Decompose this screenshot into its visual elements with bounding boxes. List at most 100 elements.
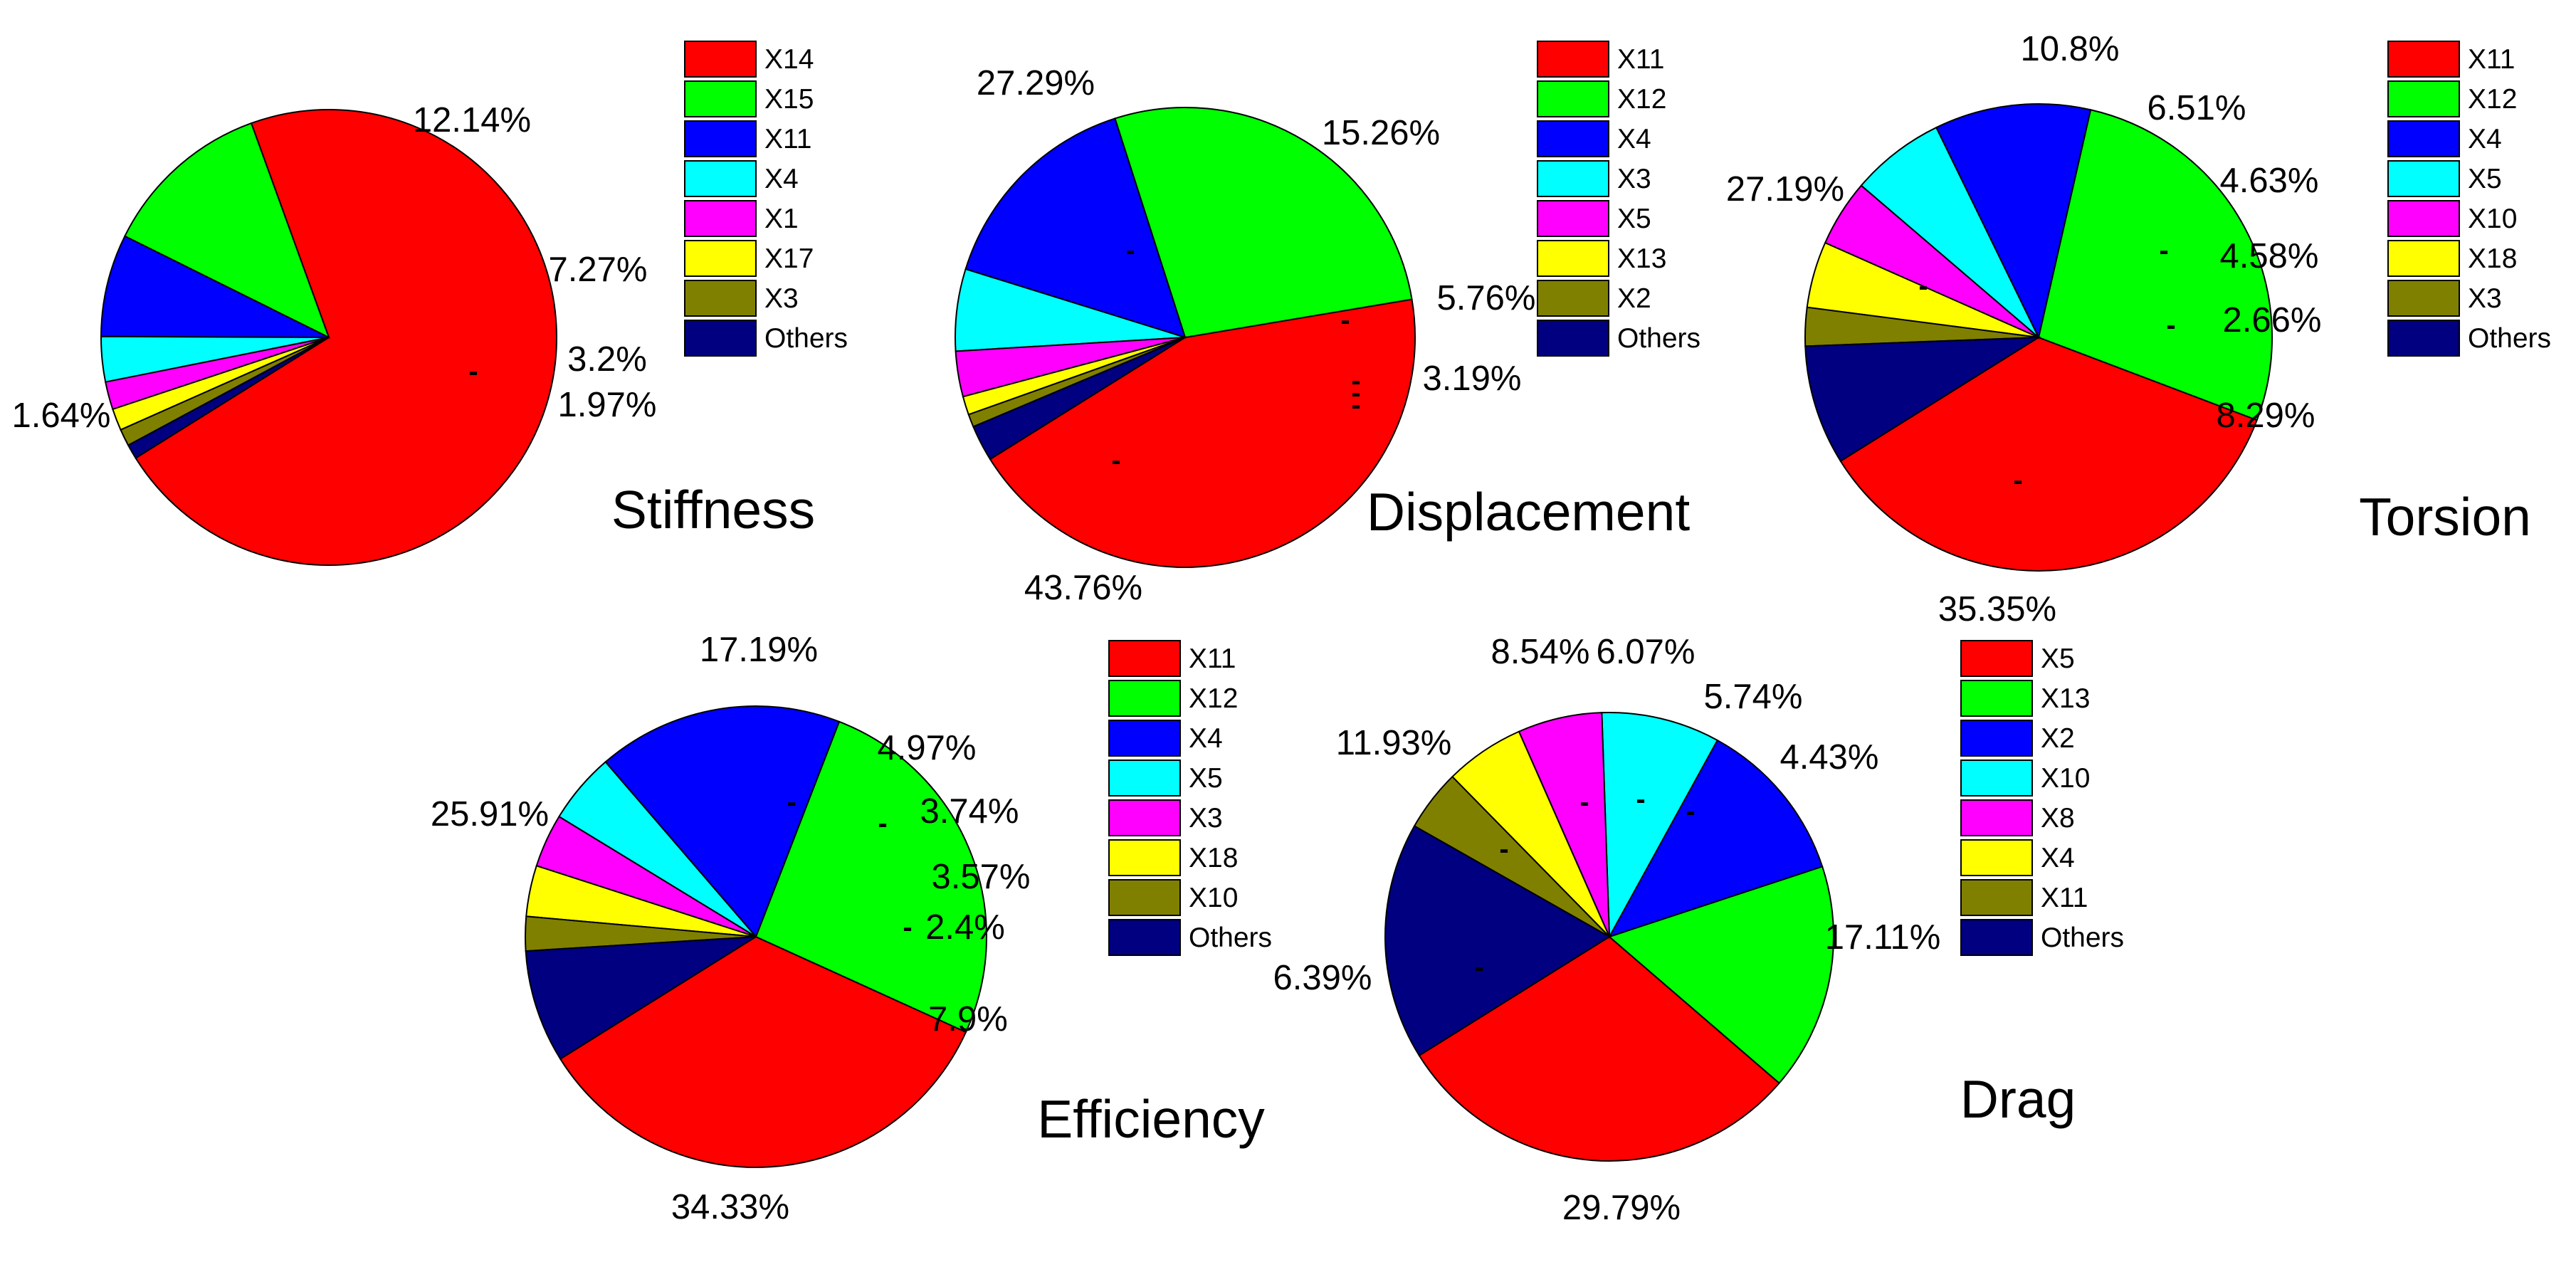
legend-label: X12 <box>2468 84 2517 115</box>
pie-percent-label: 1.64% <box>12 396 111 435</box>
pie-slice-x12 <box>1114 107 1413 339</box>
legend-label: X2 <box>1617 283 1651 314</box>
pie-percent-label: 12.14% <box>413 101 531 140</box>
legend-swatch <box>1108 680 1181 717</box>
legend-swatch <box>1537 320 1609 357</box>
pie-percent-label: 7.9% <box>928 1000 1008 1039</box>
pie-percent-label: 2.4% <box>925 908 1005 947</box>
pie-percent-label: 3.74% <box>920 792 1019 831</box>
pie-slice-x11 <box>100 235 330 338</box>
pie-slice-x8 <box>1518 712 1610 937</box>
legend-swatch <box>2387 280 2460 317</box>
pie-slice-others <box>127 337 330 459</box>
pie-percent-label: 15.26% <box>1322 114 1440 152</box>
legend-swatch <box>1960 919 2033 956</box>
pie-slice-x12 <box>755 720 987 1034</box>
legend-label: X11 <box>2468 44 2515 75</box>
legend-label: X3 <box>1617 164 1651 194</box>
pie-slice-x11 <box>989 298 1416 568</box>
pie-slice-x4 <box>1935 103 2092 340</box>
pie-slice-x10 <box>1601 712 1719 940</box>
pie-percent-label: 8.54% <box>1491 633 1590 671</box>
pie-tick-mark: - <box>1636 784 1645 815</box>
pie-slice-x4 <box>604 705 841 938</box>
pie-tick-mark: - <box>1351 365 1360 396</box>
legend-swatch <box>1960 799 2033 836</box>
legend-swatch <box>1537 280 1609 317</box>
pie-percent-label: 4.97% <box>878 729 977 767</box>
pie-slice-x14 <box>135 109 557 566</box>
legend-label: X18 <box>2468 243 2517 274</box>
legend-swatch <box>684 320 757 357</box>
legend-swatch <box>1537 120 1609 157</box>
legend-label: X8 <box>2041 803 2075 834</box>
pie-percent-label: 25.91% <box>431 795 549 834</box>
pie-tick-mark: - <box>1579 787 1589 818</box>
chart-title: Stiffness <box>611 480 815 540</box>
legend-label: Others <box>1617 323 1700 354</box>
pie-slice-others <box>972 337 1186 461</box>
pie-tick-mark: - <box>1125 235 1135 266</box>
pie-percent-label: 34.33% <box>671 1188 789 1226</box>
legend-label: X4 <box>2468 124 2502 154</box>
legend-swatch <box>2387 80 2460 117</box>
pie-slice-x4 <box>964 117 1187 339</box>
legend-swatch <box>2387 200 2460 237</box>
pie-percent-label: 10.8% <box>2021 30 2120 68</box>
pie-percent-label: 2.66% <box>2223 301 2322 340</box>
legend-swatch <box>2387 160 2460 197</box>
legend-label: X18 <box>1189 843 1238 873</box>
pie-percent-label: 3.57% <box>932 858 1031 896</box>
pie-percent-label: 6.51% <box>2147 89 2246 127</box>
pie-tick-mark: - <box>1111 445 1120 476</box>
legend-label: X10 <box>1189 883 1238 913</box>
legend-swatch <box>1108 759 1181 797</box>
pie-percent-label: 6.07% <box>1597 633 1696 671</box>
pie-percent-label: 17.11% <box>1825 918 1941 957</box>
pie-tick-mark: - <box>1351 377 1360 409</box>
legend-label: X11 <box>1189 643 1236 674</box>
pie-tick-mark: - <box>878 808 887 839</box>
legend-swatch <box>684 160 757 197</box>
pie-slice-x12 <box>2037 109 2273 421</box>
legend-label: X10 <box>2468 204 2517 234</box>
legend-swatch <box>1537 160 1609 197</box>
legend-label: X17 <box>764 243 814 274</box>
legend-label: X2 <box>2041 723 2075 754</box>
pie-chart-drag: 29.79% 6.39% 11.93% 8.54% 6.07%5.74% 4.43% 17.… <box>1273 633 2125 1227</box>
pie-percent-label: 17.19% <box>700 631 818 669</box>
pie-chart-stiffness: 1.64% 12.14% 7.27% 3.2% 1.97% - X14 X15 X11 X4 X1 X… <box>12 41 848 566</box>
legend-swatch <box>1108 879 1181 916</box>
legend-swatch <box>684 80 757 117</box>
legend-swatch <box>684 240 757 277</box>
chart-title: Drag <box>1960 1069 2076 1129</box>
legend-swatch <box>1537 41 1609 78</box>
pie-tick-mark: - <box>2013 465 2022 496</box>
legend-swatch <box>1537 200 1609 237</box>
pie-percent-label: 4.43% <box>1780 738 1879 777</box>
pie-tick-mark: - <box>2159 235 2168 266</box>
pie-percent-label: 4.63% <box>2220 162 2319 200</box>
legend-label: X5 <box>2468 164 2502 194</box>
pie-slice-others <box>1804 336 2041 463</box>
legend-label: X11 <box>2041 883 2088 913</box>
legend-label: X1 <box>764 204 799 234</box>
chart-title: Torsion <box>2359 487 2531 547</box>
legend-swatch <box>1960 759 2033 797</box>
legend-label: X12 <box>1189 683 1238 714</box>
legend-swatch <box>1960 839 2033 876</box>
legend-label: X5 <box>2041 643 2075 674</box>
pie-percent-label: 35.35% <box>1938 590 2056 629</box>
legend-label: X15 <box>764 84 814 115</box>
legend-label: X5 <box>1189 763 1223 794</box>
pie-chart-torsion: 35.35% 27.19% 10.8% 6.51% 4.63% 4.58% 2.66% 8.2… <box>1726 30 2551 629</box>
legend-swatch <box>684 41 757 78</box>
legend-swatch <box>1108 640 1181 677</box>
legend-swatch <box>2387 240 2460 277</box>
legend-label: X4 <box>2041 843 2075 873</box>
pie-slice-others <box>525 936 757 1061</box>
legend-label: X13 <box>2041 683 2090 714</box>
pie-tick-mark: - <box>2166 310 2175 341</box>
pie-tick-mark: - <box>1474 952 1483 983</box>
